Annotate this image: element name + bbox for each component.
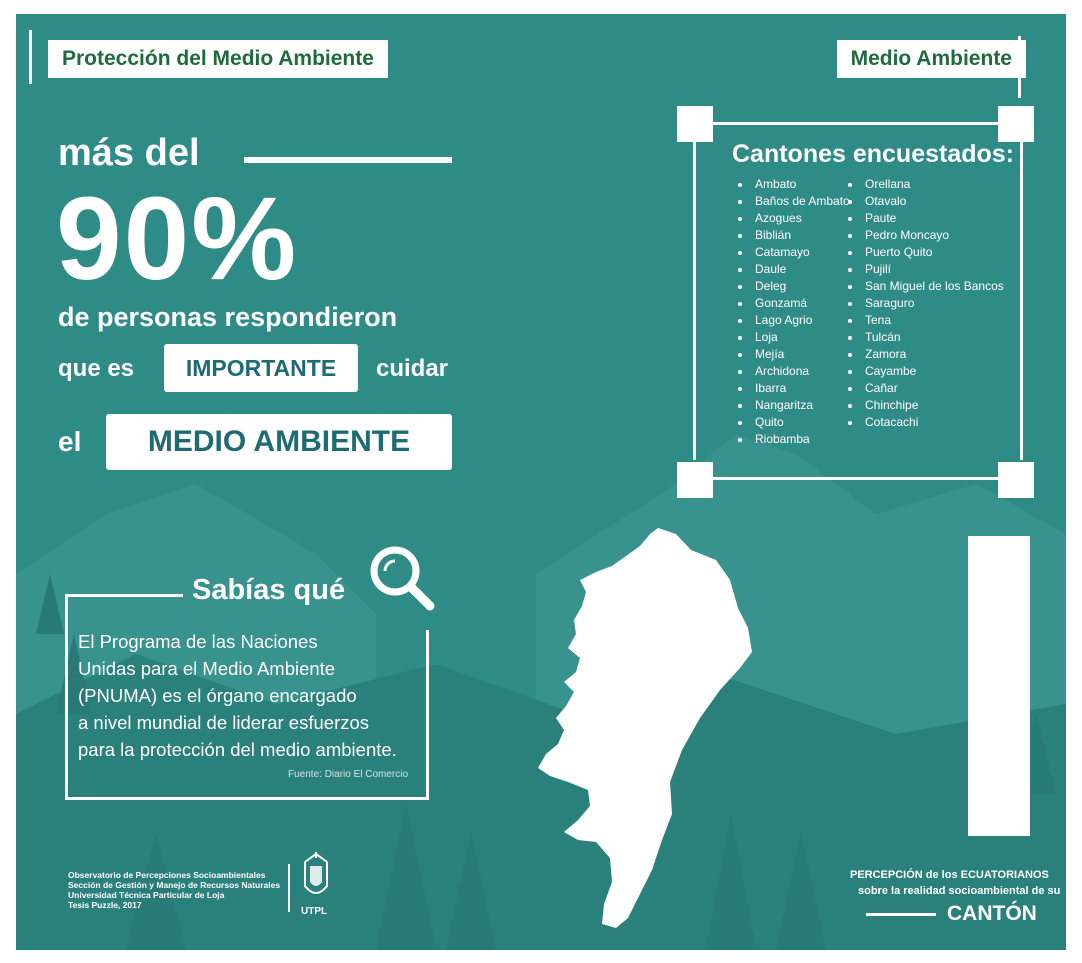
list-item: Tena	[845, 312, 1004, 329]
brand-line1: PERCEPCIÓN de los ECUATORIANOS	[850, 869, 1049, 881]
list-item: Mejía	[735, 346, 850, 363]
section-tag-proteccion: Protección del Medio Ambiente	[48, 40, 388, 78]
frame-top	[712, 122, 1004, 125]
frame-corner-tl	[677, 106, 713, 142]
list-item: San Miguel de los Bancos	[845, 278, 1004, 295]
footer-org-line: Universidad Técnica Particular de Loja	[68, 890, 225, 900]
footer-org-line: Observatorio de Percepciones Socioambien…	[68, 870, 266, 880]
sabias-title: Sabías qué	[192, 574, 346, 606]
list-item: Riobamba	[735, 431, 850, 448]
footer-org-line: Sección de Gestión y Manejo de Recursos …	[68, 880, 281, 890]
list-item: Catamayo	[735, 244, 850, 261]
right-tag-tick	[1018, 36, 1021, 98]
list-item: Cañar	[845, 380, 1004, 397]
list-item: Orellana	[845, 176, 1004, 193]
section-tag-medio-ambiente: Medio Ambiente	[836, 40, 1026, 78]
ecuador-map	[538, 528, 752, 928]
headline-el: el	[58, 426, 82, 457]
list-item: Biblián	[735, 227, 850, 244]
list-item: Lago Agrio	[735, 312, 850, 329]
list-item: Gonzamá	[735, 295, 850, 312]
brand-rule	[866, 913, 936, 916]
list-item: Puerto Quito	[845, 244, 1004, 261]
list-item: Baños de Ambato	[735, 193, 850, 210]
left-tag-tick	[29, 30, 32, 84]
brand-line2: sobre la realidad socioambiental de su	[858, 885, 1061, 897]
list-item: Tulcán	[845, 329, 1004, 346]
frame-corner-br	[998, 462, 1034, 498]
cantones-list-col2: Orellana Otavalo Paute Pedro Moncayo Pue…	[845, 176, 1004, 431]
sabias-box-bottom	[65, 797, 429, 800]
frame-bottom	[712, 477, 1004, 480]
highlight-importante: IMPORTANTE	[164, 344, 358, 392]
footer-org: Observatorio de Percepciones Socioambien…	[68, 870, 280, 910]
list-item: Paute	[845, 210, 1004, 227]
sabias-line: El Programa de las Naciones	[78, 631, 318, 652]
list-item: Saraguro	[845, 295, 1004, 312]
list-item: Cotacachi	[845, 414, 1004, 431]
list-item: Chinchipe	[845, 397, 1004, 414]
frame-corner-bl	[677, 462, 713, 498]
list-item: Pedro Moncayo	[845, 227, 1004, 244]
list-item: Pujilí	[845, 261, 1004, 278]
list-item: Azogues	[735, 210, 850, 227]
sabias-source: Fuente: Diario El Comercio	[288, 769, 409, 780]
teal-panel: Protección del Medio Ambiente Medio Ambi…	[16, 14, 1066, 950]
list-item: Zamora	[845, 346, 1004, 363]
list-item: Ibarra	[735, 380, 850, 397]
sabias-line: (PNUMA) es el órgano encargado	[78, 685, 357, 706]
list-item: Archidona	[735, 363, 850, 380]
sabias-line: Unidas para el Medio Ambiente	[78, 658, 336, 679]
list-item: Nangaritza	[735, 397, 850, 414]
list-item: Ambato	[735, 176, 850, 193]
highlight-medio-ambiente: MEDIO AMBIENTE	[106, 414, 452, 470]
headline-mas-del: más del	[58, 132, 200, 174]
brand-line3: CANTÓN	[947, 902, 1037, 925]
utpl-seal-icon	[304, 852, 328, 894]
utpl-label: UTPL	[301, 906, 328, 917]
list-item: Cayambe	[845, 363, 1004, 380]
list-item: Otavalo	[845, 193, 1004, 210]
white-bar	[968, 536, 1030, 836]
headline-cuidar: cuidar	[376, 355, 449, 382]
headline-line1: de personas respondieron	[58, 302, 398, 332]
footer-org-line: Tesis Puzzle, 2017	[68, 900, 142, 910]
frame-corner-tr	[998, 106, 1034, 142]
utpl-separator	[288, 864, 290, 912]
cantones-title: Cantones encuestados:	[732, 140, 1015, 168]
sabias-line: para la protección del medio ambiente.	[78, 739, 397, 760]
headline-rule	[244, 157, 452, 163]
cantones-list-col1: Ambato Baños de Ambato Azogues Biblián C…	[735, 176, 850, 448]
list-item: Deleg	[735, 278, 850, 295]
frame-right	[1020, 140, 1023, 460]
headline-que-es: que es	[58, 355, 135, 382]
magnifier-icon	[370, 546, 435, 611]
sabias-line: a nivel mundial de liderar esfuerzos	[78, 712, 370, 733]
list-item: Loja	[735, 329, 850, 346]
frame-left	[693, 140, 696, 460]
sabias-box-top	[65, 594, 183, 597]
headline-percent: 90%	[56, 173, 299, 305]
sabias-box-left	[65, 594, 68, 800]
list-item: Daule	[735, 261, 850, 278]
list-item: Quito	[735, 414, 850, 431]
sabias-box-right	[426, 630, 429, 800]
sabias-body: El Programa de las Naciones Unidas para …	[78, 628, 430, 763]
